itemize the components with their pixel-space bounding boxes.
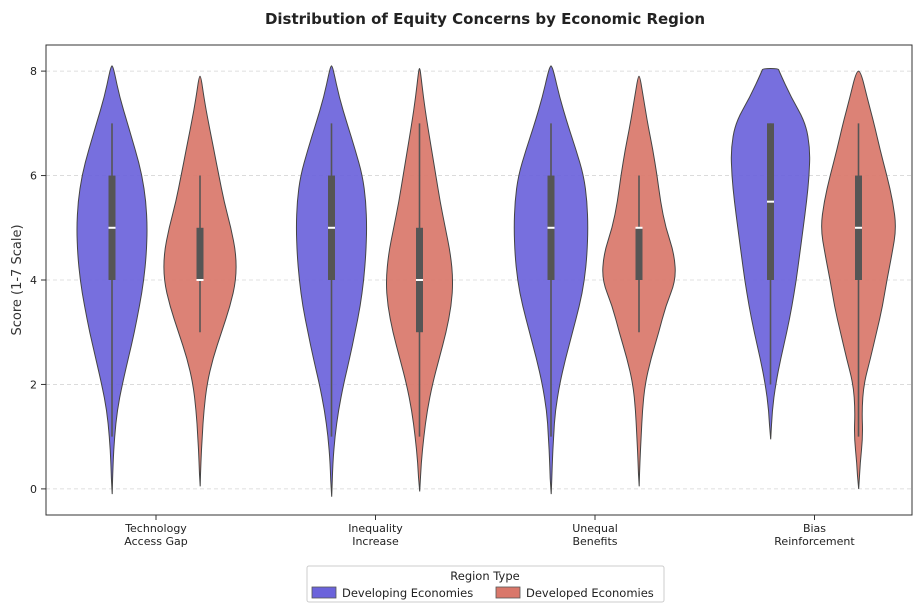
iqr-box-1-0 — [196, 227, 204, 280]
y-tick-label-2: 2 — [30, 378, 37, 391]
axes: 0 2 4 6 8 Technology Access Gap Inequality Incre… — [30, 65, 855, 548]
chart-title: Distribution of Equity Concerns by Econo… — [265, 10, 705, 28]
x-tick-label-2: Unequal Benefits — [572, 522, 618, 548]
legend-label-developing: Developing Economies — [342, 586, 473, 600]
y-tick-label-6: 6 — [30, 170, 37, 183]
y-tick-label-8: 8 — [30, 65, 37, 78]
legend-frame — [306, 565, 665, 603]
y-axis-label: Score (1-7 Scale) — [10, 224, 25, 335]
y-tick-label-4: 4 — [30, 274, 37, 287]
legend-swatch-developed — [495, 586, 521, 599]
legend-title: Region Type — [450, 569, 519, 583]
legend: Region Type Developing Economies Develop… — [306, 565, 665, 603]
legend-label-developed: Developed Economies — [526, 586, 654, 600]
x-tick-label-3: Bias Reinforcement — [774, 522, 855, 548]
x-tick-label-1: Inequality Increase — [348, 522, 403, 548]
x-tick-label-0: Technology Access Gap — [124, 522, 188, 548]
legend-swatch-developing — [311, 586, 337, 599]
iqr-box-1-2 — [635, 227, 643, 280]
violins — [76, 65, 896, 497]
y-tick-label-0: 0 — [30, 483, 37, 496]
